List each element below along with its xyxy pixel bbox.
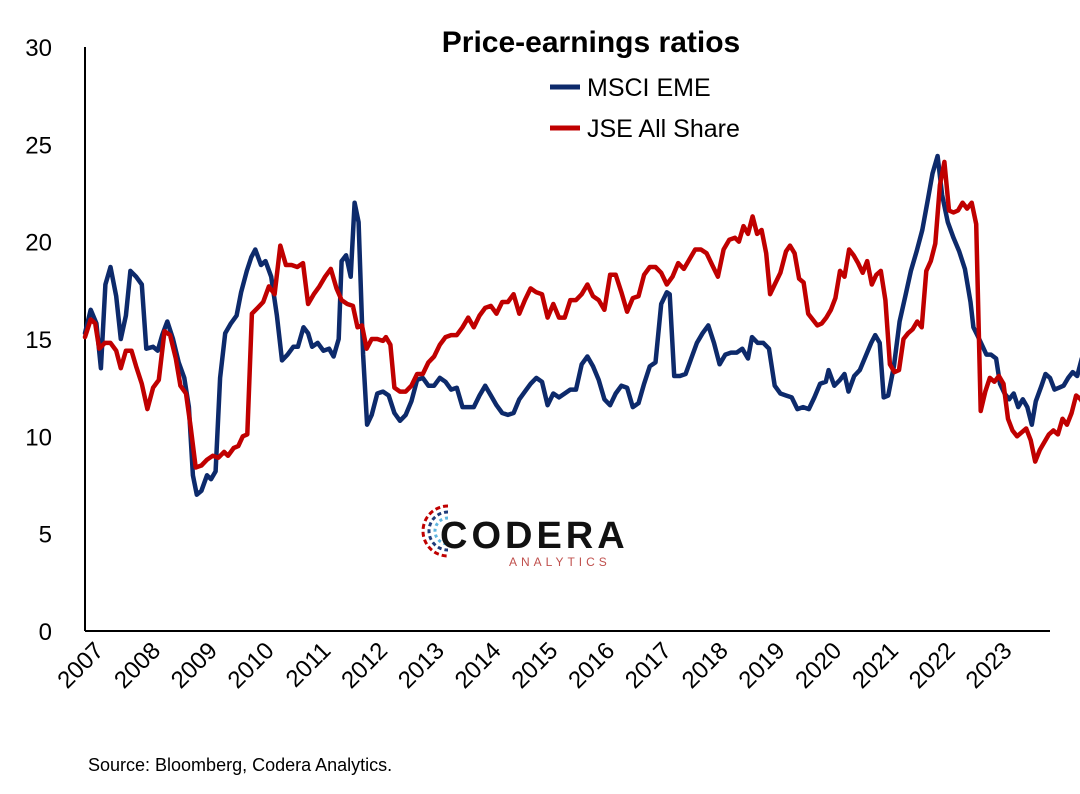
x-tick-label-2022: 2022 bbox=[904, 637, 961, 694]
x-tick-label-2014: 2014 bbox=[450, 637, 507, 694]
y-tick-label-20: 20 bbox=[25, 230, 52, 257]
codera-logo-word: CODERA bbox=[440, 515, 629, 557]
x-tick-label-2015: 2015 bbox=[507, 637, 564, 694]
legend-label-jse: JSE All Share bbox=[587, 115, 740, 143]
y-tick-label-5: 5 bbox=[39, 522, 52, 549]
legend: MSCI EME JSE All Share bbox=[550, 74, 740, 143]
x-tick-label-2011: 2011 bbox=[281, 637, 337, 693]
x-tick-label-2007: 2007 bbox=[52, 637, 109, 694]
x-tick-label-2012: 2012 bbox=[336, 637, 393, 694]
x-tick-label-2021: 2021 bbox=[847, 637, 904, 694]
x-tick-label-2018: 2018 bbox=[677, 637, 734, 694]
x-tick-label-2013: 2013 bbox=[393, 637, 450, 694]
legend-item-jse: JSE All Share bbox=[550, 115, 740, 143]
x-tick-label-2017: 2017 bbox=[620, 637, 677, 694]
chart-title: Price-earnings ratios bbox=[442, 26, 740, 59]
x-tick-label-2010: 2010 bbox=[223, 637, 280, 694]
x-tick-label-2009: 2009 bbox=[166, 637, 223, 694]
x-tick-label-2020: 2020 bbox=[790, 637, 847, 694]
y-tick-label-25: 25 bbox=[25, 132, 52, 159]
y-tick-label-10: 10 bbox=[25, 424, 52, 451]
codera-logo-mark bbox=[421, 504, 449, 558]
codera-logo-sub: ANALYTICS bbox=[509, 555, 611, 569]
x-tick-label-2016: 2016 bbox=[563, 637, 620, 694]
codera-logo: CODERA ANALYTICS bbox=[421, 504, 629, 569]
series-line-jse-all-share bbox=[82, 159, 1080, 470]
source-note: Source: Bloomberg, Codera Analytics. bbox=[88, 755, 393, 775]
series-line-msci-eme bbox=[82, 153, 1080, 497]
x-tick-label-2023: 2023 bbox=[961, 637, 1018, 694]
plot-area: 0 5 10 15 20 25 30 2007 2008 2009 2010 2011 2012 2013… bbox=[25, 35, 1080, 694]
y-tick-label-0: 0 bbox=[39, 619, 52, 646]
x-tick-label-2008: 2008 bbox=[109, 637, 166, 694]
y-tick-label-15: 15 bbox=[25, 327, 52, 354]
legend-label-msci: MSCI EME bbox=[587, 74, 711, 102]
y-tick-label-30: 30 bbox=[25, 35, 52, 62]
legend-item-msci: MSCI EME bbox=[550, 74, 711, 102]
x-tick-label-2019: 2019 bbox=[734, 637, 791, 694]
